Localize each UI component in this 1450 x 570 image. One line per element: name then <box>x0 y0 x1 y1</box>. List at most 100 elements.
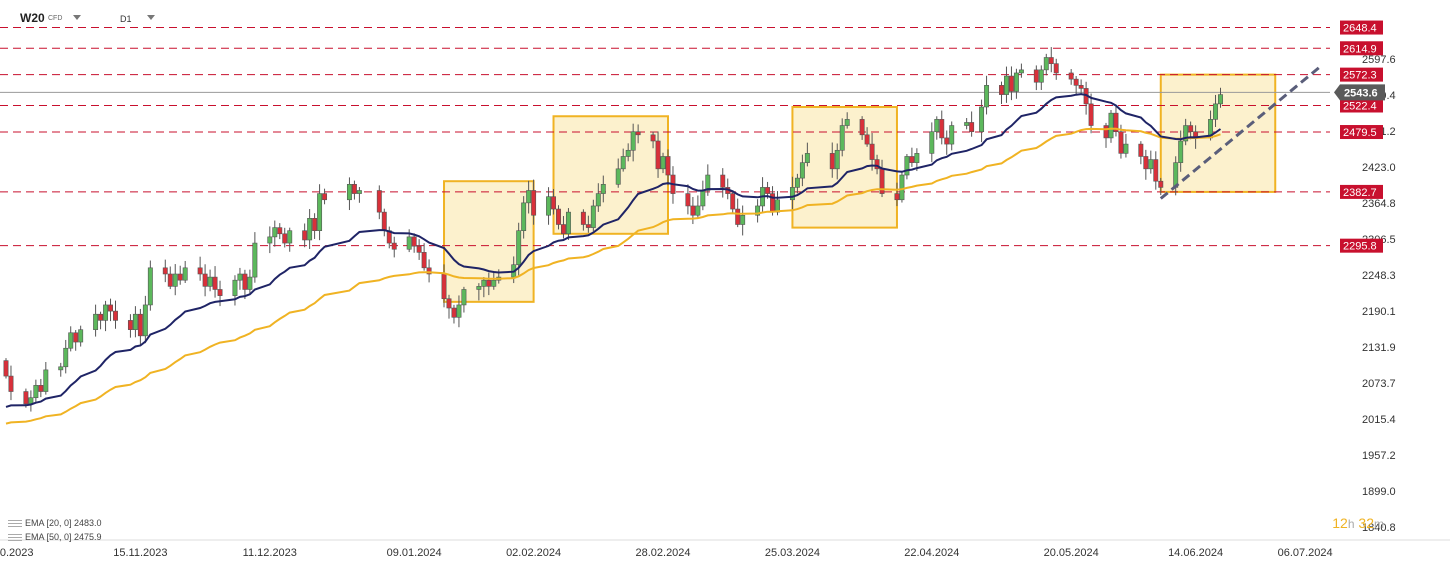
candle <box>1078 79 1084 95</box>
candle <box>1178 130 1184 172</box>
candle-body <box>287 230 293 244</box>
candle <box>874 154 880 175</box>
candle <box>839 118 845 157</box>
candle <box>172 264 178 296</box>
candle <box>720 168 726 198</box>
candle-body <box>23 391 29 405</box>
legend-ema20-label: EMA [20, 0] 2483.0 <box>25 518 102 528</box>
candle <box>1123 133 1129 158</box>
candle <box>794 173 800 194</box>
legend-ema20[interactable]: EMA [20, 0] 2483.0 <box>8 518 102 528</box>
candle-body <box>1004 75 1009 95</box>
candle <box>650 131 656 149</box>
x-tick-label: 06.07.2024 <box>1278 547 1333 559</box>
candle <box>969 111 975 137</box>
candle <box>356 187 362 203</box>
candle-body <box>451 307 457 318</box>
symbol-label[interactable]: W20 <box>20 11 45 25</box>
current-price-tag: 2543.6 <box>1334 84 1385 101</box>
candle <box>272 220 278 247</box>
x-tick-label: 20.05.2024 <box>1044 547 1099 559</box>
y-tick-label: 1899.0 <box>1362 486 1396 498</box>
candle-body <box>934 119 940 133</box>
candle-body <box>162 267 168 275</box>
candle-body <box>565 211 571 235</box>
candle-body <box>556 208 561 225</box>
candle <box>3 358 9 379</box>
y-tick-label: 2190.1 <box>1362 306 1396 318</box>
candlesticks <box>3 47 1223 412</box>
candle <box>108 298 113 322</box>
level-tag-label: 2382.7 <box>1343 187 1377 199</box>
level-price-tag: 2572.3 <box>1340 67 1383 82</box>
candle-body <box>441 273 447 300</box>
candle-body <box>844 119 850 126</box>
candle <box>1013 68 1019 99</box>
candle-body <box>561 224 566 235</box>
level-tag-bg <box>1340 125 1383 140</box>
candle-body <box>1108 112 1114 139</box>
current-price-label: 2543.6 <box>1344 87 1378 99</box>
candle <box>1153 151 1159 190</box>
candle <box>864 127 870 147</box>
candle <box>282 227 288 248</box>
candle <box>1018 63 1024 78</box>
candle-body <box>765 187 771 194</box>
candle-body <box>1138 143 1144 157</box>
candle-body <box>979 106 985 133</box>
candle-body <box>620 156 626 170</box>
candle-body <box>999 85 1004 95</box>
y-tick-label: 2015.4 <box>1362 414 1396 426</box>
candle-body <box>312 218 318 231</box>
legend-handle-icon <box>8 520 22 528</box>
candle-body <box>1143 156 1149 170</box>
timeframe-label[interactable]: D1 <box>120 14 132 24</box>
candle-body <box>73 332 79 343</box>
candle <box>421 243 427 271</box>
candle <box>556 205 561 230</box>
candle-body <box>964 122 970 126</box>
y-tick-label: 2597.6 <box>1362 54 1396 66</box>
timeframe-dropdown-caret-icon[interactable] <box>147 15 155 20</box>
candle-body <box>929 131 935 154</box>
candle-body <box>461 289 467 306</box>
candle <box>242 269 248 300</box>
level-tag-label: 2479.5 <box>1343 127 1377 139</box>
candle-body <box>705 174 711 191</box>
candle-body <box>904 156 910 176</box>
candle <box>113 300 118 329</box>
candle <box>78 325 84 347</box>
candle-body <box>660 156 666 170</box>
x-tick-label: 22.04.2024 <box>904 547 959 559</box>
candle-body <box>1008 75 1014 92</box>
symbol-dropdown-caret-icon[interactable] <box>73 15 81 20</box>
candle-body <box>914 153 920 163</box>
candle <box>979 99 985 143</box>
candle-body <box>516 230 522 266</box>
level-tag-bg <box>1340 67 1383 82</box>
candle <box>1088 93 1094 134</box>
y-tick-label: 2423.0 <box>1362 162 1396 174</box>
candle-body <box>307 218 313 241</box>
ema20-line <box>5 93 1222 408</box>
candle <box>934 116 940 140</box>
candle-body <box>590 205 596 228</box>
candle <box>585 215 591 233</box>
candle-body <box>252 242 258 278</box>
y-tick-label: 2364.8 <box>1362 198 1396 210</box>
candle <box>705 164 711 196</box>
candle <box>521 196 527 239</box>
candle <box>565 208 571 240</box>
candle-body <box>740 214 746 225</box>
y-tick-label: 1957.2 <box>1362 450 1396 462</box>
candle <box>127 314 133 338</box>
candle-body <box>272 227 278 238</box>
candle <box>1038 65 1044 91</box>
candle-body <box>322 193 328 201</box>
legend-ema50[interactable]: EMA [50, 0] 2475.9 <box>8 532 102 542</box>
candle <box>799 154 805 187</box>
candle-body <box>411 236 417 247</box>
level-price-tag: 2522.4 <box>1340 98 1383 113</box>
candle-body <box>789 187 795 201</box>
